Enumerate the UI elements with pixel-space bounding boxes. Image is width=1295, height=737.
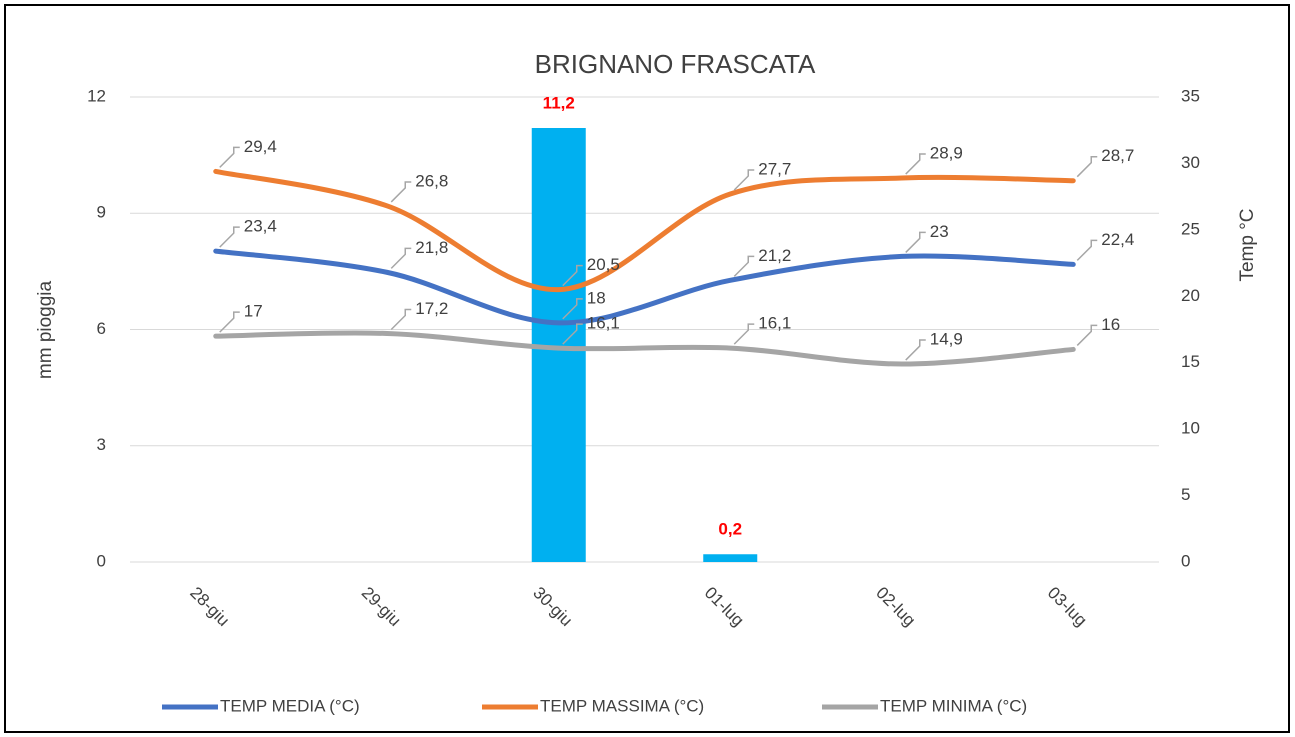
line-value-label: 23 [930,222,949,241]
y2-axis-label: Temp °C [1237,208,1258,281]
line-value-label: 16,1 [587,314,620,333]
label-leader [905,339,926,361]
line-value-label: 21,2 [758,246,791,265]
line-value-label: 16,1 [758,314,791,333]
line-value-label: 29,4 [244,137,277,156]
label-leader [1076,155,1098,178]
bar-value-label: 11,2 [543,93,575,112]
label-leader [562,298,583,320]
label-leader [219,311,240,333]
line-value-label: 28,9 [930,144,963,163]
label-leader [219,226,240,248]
y2-tick-label: 5 [1181,485,1190,504]
chart-title: BRIGNANO FRASCATA [535,49,816,79]
label-leader [1076,239,1098,261]
line-series [213,248,1076,326]
label-leader [562,323,583,345]
y2-tick-label: 20 [1181,286,1200,305]
label-leader [1076,324,1098,346]
y-tick-label: 6 [97,319,106,338]
y-tick-label: 0 [97,551,106,570]
y-tick-label: 3 [97,435,106,454]
line-value-label: 18 [587,288,606,307]
chart-frame [4,4,1290,733]
y-tick-label: 12 [87,86,106,105]
label-leader [390,308,412,331]
label-leader [733,255,755,277]
y2-tick-label: 10 [1181,419,1200,438]
line-value-label: 28,7 [1101,146,1134,165]
bar-value-label: 0,2 [718,520,742,539]
label-leader [733,323,755,345]
label-leader [390,247,412,269]
label-leader [219,146,240,168]
line-value-label: 23,4 [244,217,277,236]
y2-tick-label: 15 [1181,352,1200,371]
y2-tick-label: 35 [1181,86,1200,105]
y2-tick-label: 30 [1181,153,1200,172]
label-leader [905,153,926,175]
line-series [213,330,1076,367]
line-value-label: 17 [244,302,263,321]
line-series [213,168,1076,293]
line-value-label: 17,2 [415,299,448,318]
label-leader [733,169,755,191]
y2-tick-label: 25 [1181,219,1200,238]
line-value-label: 26,8 [415,171,448,190]
line-value-label: 20,5 [587,255,620,274]
line-value-label: 14,9 [930,330,963,349]
line-value-label: 27,7 [758,159,791,178]
label-leader [905,231,926,253]
label-leader [562,264,583,287]
y-tick-label: 9 [97,203,106,222]
line-value-label: 21,8 [415,238,448,257]
line-value-label: 22,4 [1101,230,1134,249]
y2-tick-label: 0 [1181,551,1190,570]
label-leader [390,181,412,203]
line-value-label: 16 [1101,315,1120,334]
y-axis-label: mm pioggia [35,280,56,379]
legend-label: TEMP MEDIA (°C) [220,696,360,715]
legend-label: TEMP MINIMA (°C) [880,696,1027,715]
legend-label: TEMP MASSIMA (°C) [540,696,704,715]
bar [703,554,758,562]
